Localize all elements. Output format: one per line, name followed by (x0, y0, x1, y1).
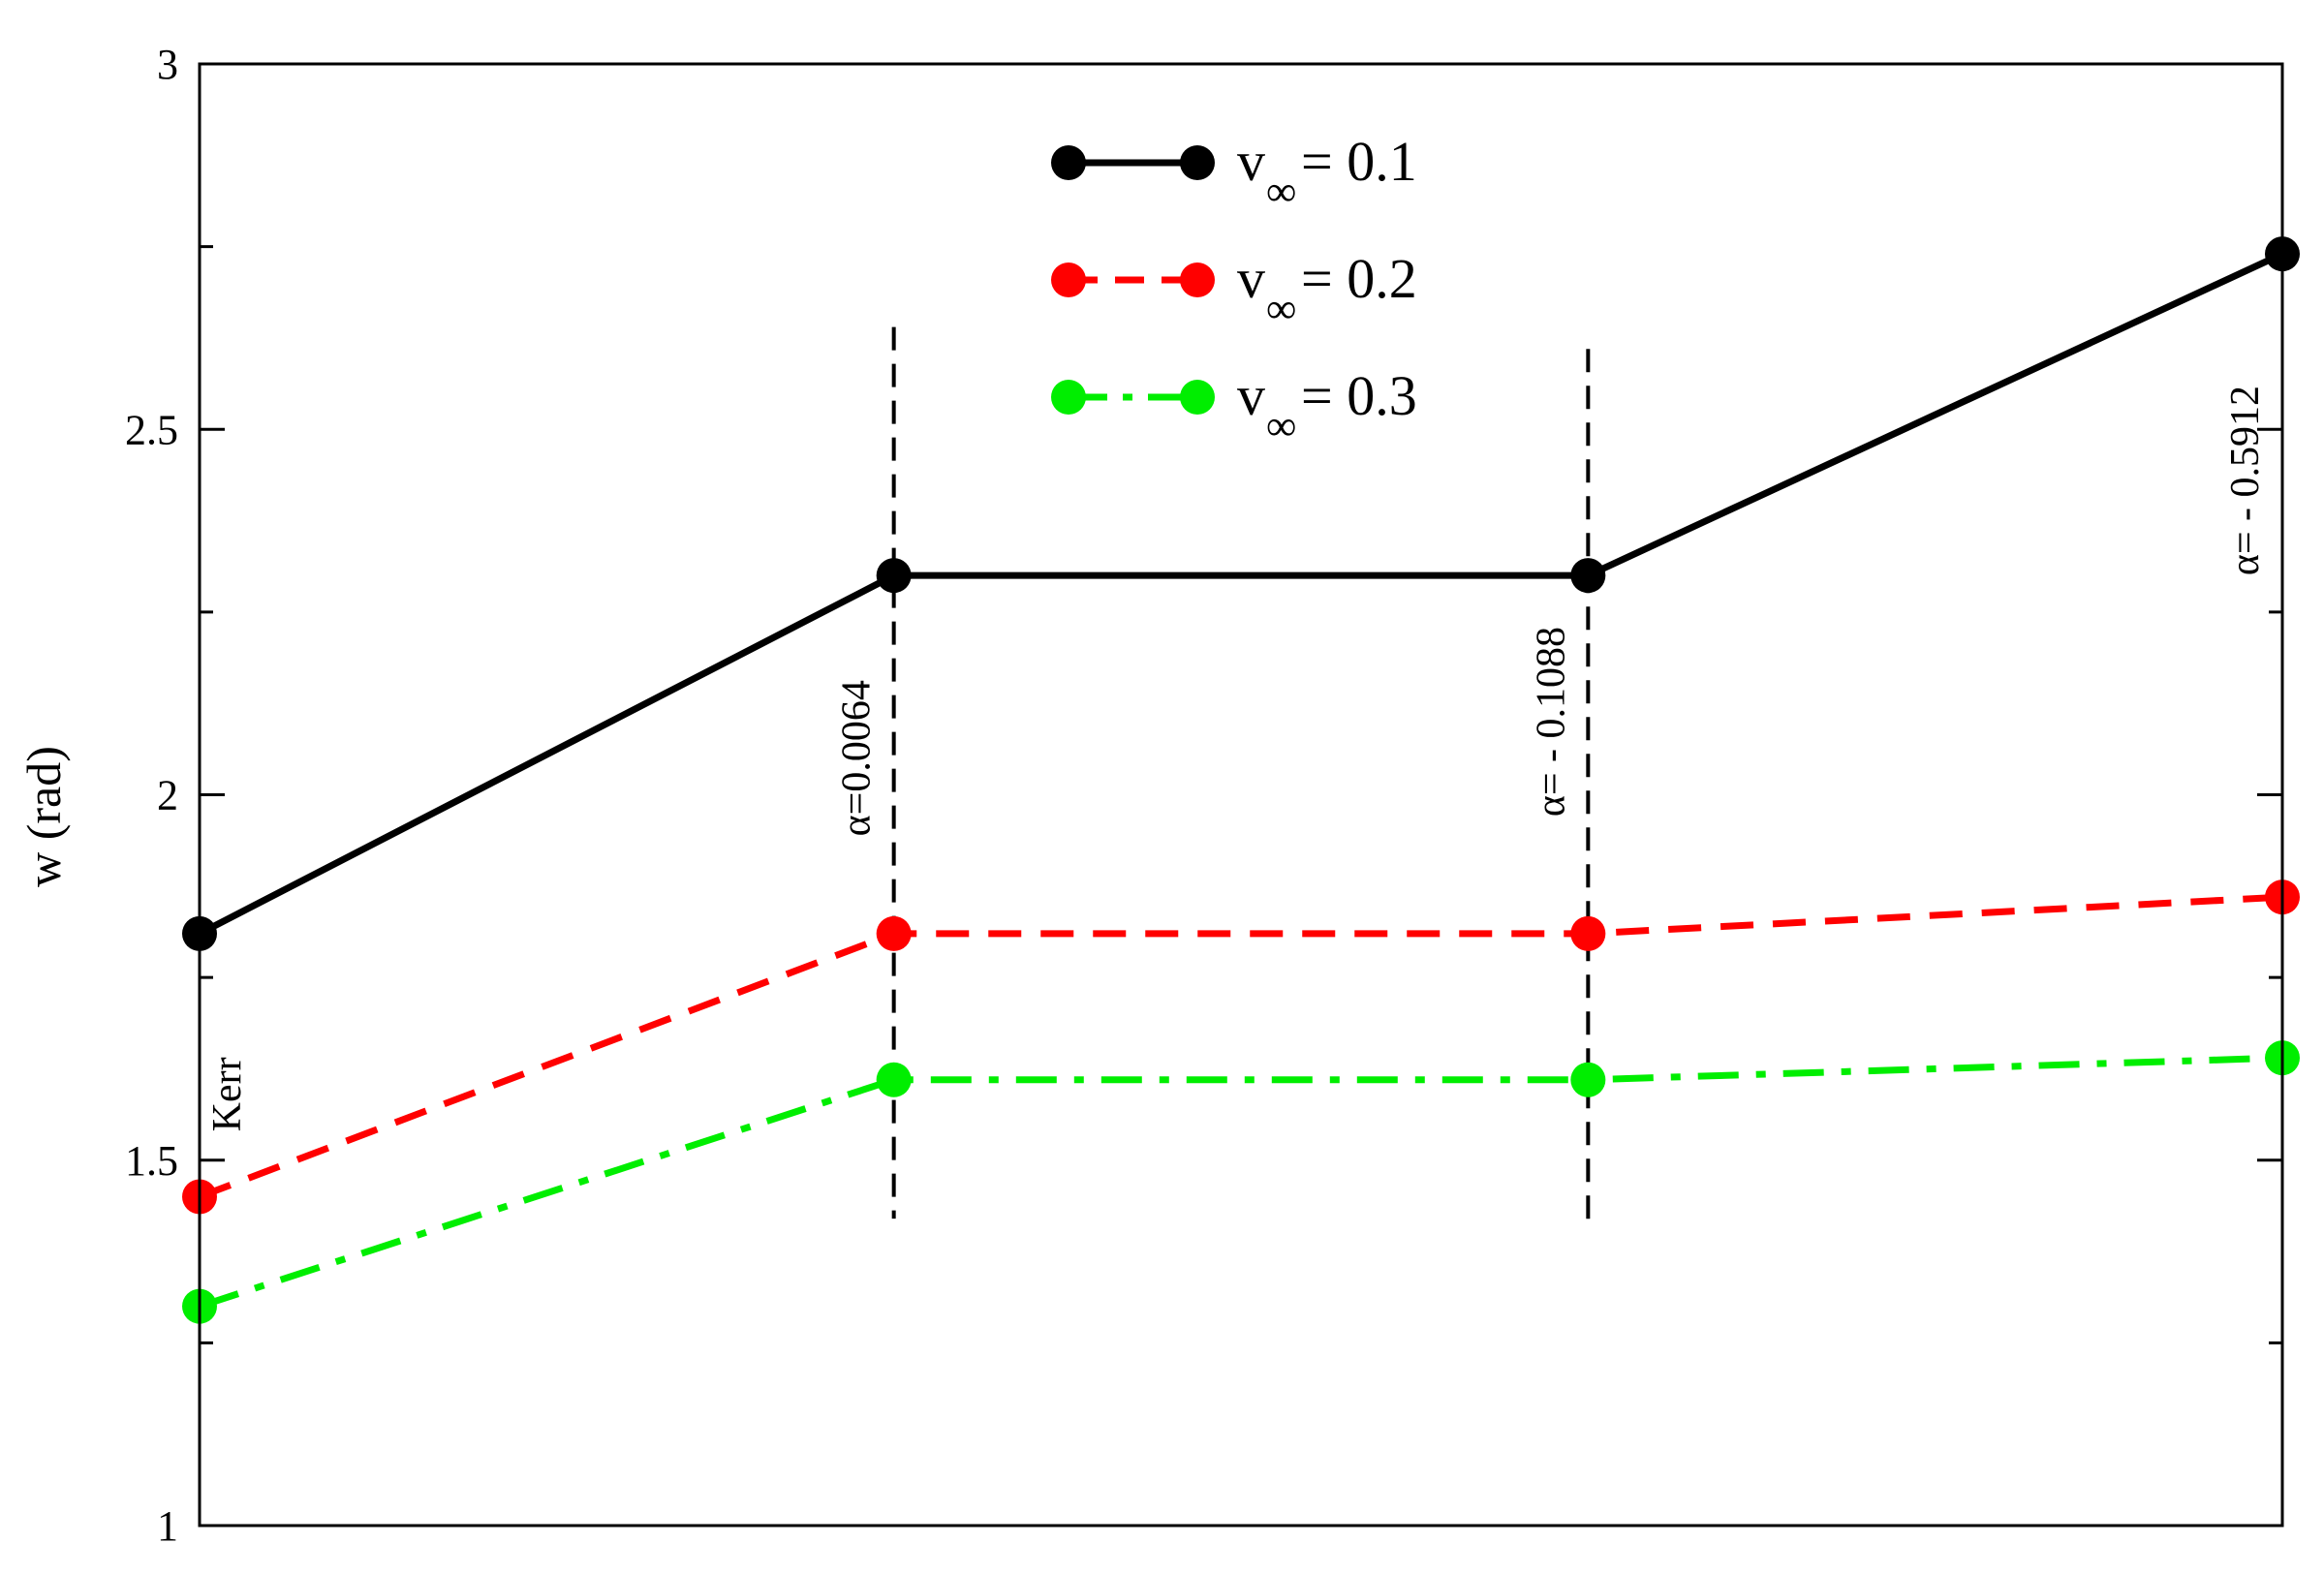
legend-marker (1051, 380, 1086, 415)
legend-marker (1180, 262, 1215, 297)
y-axis-ticks: 1 1.5 2 2.5 3 (125, 41, 2282, 1550)
legend-label-subscript: ∞ (1266, 285, 1296, 332)
legend-label-value: = 0.2 (1301, 247, 1417, 310)
data-point (1570, 915, 1606, 951)
data-point (876, 1062, 912, 1097)
series-line (198, 250, 2284, 937)
y-tick-label: 2 (157, 772, 178, 819)
legend-label: v (1237, 364, 1265, 427)
legend-label-value: = 0.3 (1301, 364, 1417, 427)
legend-marker (1051, 145, 1086, 180)
annotation-label: α=0.0064 (835, 680, 880, 836)
legend-label-value: = 0.1 (1301, 130, 1417, 193)
y-tick-label: 1 (157, 1502, 178, 1550)
annotation-label: α= - 0.1088 (1529, 627, 1573, 817)
y-tick-label: 3 (157, 41, 178, 88)
legend-label-subscript: ∞ (1266, 168, 1296, 215)
data-point (876, 915, 912, 951)
data-point (1570, 558, 1606, 594)
series-line (198, 1054, 2283, 1310)
data-point (876, 558, 912, 594)
y-tick-label: 1.5 (125, 1137, 178, 1185)
legend-marker (1180, 145, 1215, 180)
legend-marker (1051, 262, 1086, 297)
legend: v ∞ = 0.1v ∞ = 0.2v ∞ = 0.3 (1051, 130, 1417, 449)
y-tick-label: 2.5 (125, 406, 178, 453)
legend-marker (1180, 380, 1215, 415)
annotation-label: α= - 0.5912 (2223, 386, 2268, 575)
series-lines (198, 250, 2284, 1310)
legend-label: v (1237, 247, 1265, 310)
y-axis-label: w (rad) (16, 746, 71, 887)
annotation-label: Kerr (205, 1057, 250, 1131)
legend-label: v (1237, 130, 1265, 193)
data-point (1570, 1062, 1606, 1097)
annotations: Kerr α=0.0064 α= - 0.1088 α= - 0.5912 (205, 386, 2268, 1131)
series-line (198, 893, 2283, 1200)
legend-label-subscript: ∞ (1266, 402, 1296, 449)
reference-lines (891, 326, 1591, 1226)
